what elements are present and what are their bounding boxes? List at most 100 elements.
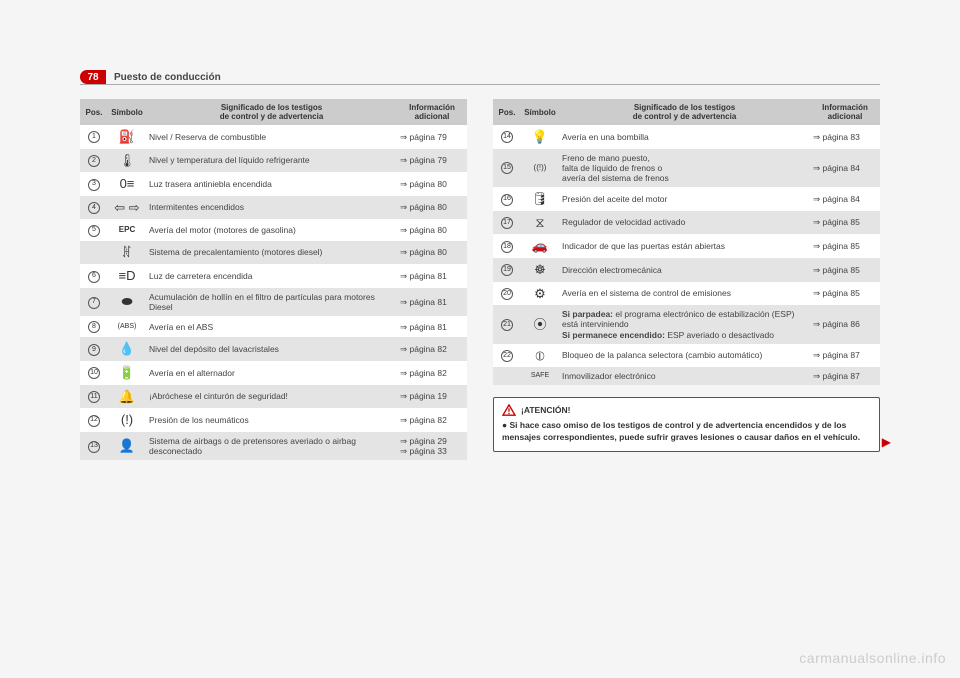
content-columns: Pos. Símbolo Significado de los testigos… (80, 99, 880, 460)
info-cell: ⇒ página 19 (397, 385, 467, 409)
info-cell: ⇒ página 84 (810, 187, 880, 211)
th-desc: Significado de los testigosde control y … (559, 99, 810, 125)
continuation-arrow-icon: ▶ (882, 435, 891, 449)
table-row: 14💡Avería en una bombilla⇒ página 83 (493, 125, 880, 149)
pos-cell: 16 (493, 187, 521, 211)
description-cell: Inmovilizador electrónico (559, 367, 810, 385)
symbol-cell: ⚙ (521, 282, 559, 306)
warning-lights-table-right: Pos. Símbolo Significado de los testigos… (493, 99, 880, 385)
pos-cell: 14 (493, 125, 521, 149)
description-cell: Indicador de que las puertas están abier… (559, 234, 810, 258)
description-cell: Dirección electromecánica (559, 258, 810, 282)
table-row: 12(!)Presión de los neumáticos⇒ página 8… (80, 408, 467, 432)
pos-cell: 4 (80, 196, 108, 220)
symbol-cell: ⦿ (521, 305, 559, 344)
description-cell: Presión de los neumáticos (146, 408, 397, 432)
pos-cell: 9 (80, 337, 108, 361)
description-cell: Avería en el ABS (146, 316, 397, 337)
table-row: 6≡DLuz de carretera encendida⇒ página 81 (80, 264, 467, 288)
pos-cell (493, 367, 521, 385)
pos-number: 11 (88, 391, 100, 403)
th-symbol: Símbolo (521, 99, 559, 125)
pos-cell: 21 (493, 305, 521, 344)
symbol-cell: ⧖ (521, 211, 559, 235)
description-cell: Avería en el alternador (146, 361, 397, 385)
pos-cell: 13 (80, 432, 108, 460)
warning-title-text: ¡ATENCIÓN! (521, 405, 570, 415)
pos-cell: 11 (80, 385, 108, 409)
pos-cell: 8 (80, 316, 108, 337)
info-cell: ⇒ página 87 (810, 367, 880, 385)
symbol-cell: ⦶ (521, 344, 559, 368)
pos-cell: 15 (493, 149, 521, 188)
description-cell: Sistema de airbags o de pretensores aver… (146, 432, 397, 460)
pos-number: 3 (88, 179, 100, 191)
table-row: 17⧖Regulador de velocidad activado⇒ pági… (493, 211, 880, 235)
table-row: 8(ABS)Avería en el ABS⇒ página 81 (80, 316, 467, 337)
table-row: 18🚗Indicador de que las puertas están ab… (493, 234, 880, 258)
symbol-cell: SAFE (521, 367, 559, 385)
symbol-cell: ꍩ (108, 241, 146, 265)
table-row: 22⦶Bloqueo de la palanca selectora (camb… (493, 344, 880, 368)
pos-cell: 10 (80, 361, 108, 385)
pos-number: 19 (501, 264, 513, 276)
pos-number: 20 (501, 288, 513, 300)
table-row: 5EPCAvería del motor (motores de gasolin… (80, 219, 467, 240)
description-cell: Avería en el sistema de control de emisi… (559, 282, 810, 306)
info-cell: ⇒ página 82 (397, 337, 467, 361)
table-row: 16 🛢Presión del aceite del motor⇒ página … (493, 187, 880, 211)
table-row: 20 ⚙Avería en el sistema de control de em… (493, 282, 880, 306)
pos-cell: 22 (493, 344, 521, 368)
symbol-cell: 🛢 (521, 187, 559, 211)
pos-cell: 19 (493, 258, 521, 282)
description-cell: Nivel y temperatura del líquido refriger… (146, 149, 397, 173)
table-row: 15((!))Freno de mano puesto,falta de líq… (493, 149, 880, 188)
table-row: 4⇦ ⇨Intermitentes encendidos⇒ página 80 (80, 196, 467, 220)
table-row: 9💧Nivel del depósito del lavacristales⇒ … (80, 337, 467, 361)
warning-body: ● Si hace caso omiso de los testigos de … (502, 420, 871, 442)
info-cell: ⇒ página 84 (810, 149, 880, 188)
pos-number: 1 (88, 131, 100, 143)
symbol-cell: 💧 (108, 337, 146, 361)
watermark: carmanualsonline.info (799, 650, 946, 666)
pos-cell: 1 (80, 125, 108, 149)
left-column: Pos. Símbolo Significado de los testigos… (80, 99, 467, 460)
symbol-cell: 🌡 (108, 149, 146, 173)
pos-number: 6 (88, 271, 100, 283)
info-cell: ⇒ página 86 (810, 305, 880, 344)
info-cell: ⇒ página 79 (397, 149, 467, 173)
table-row: SAFEInmovilizador electrónico⇒ página 87 (493, 367, 880, 385)
th-info: Informaciónadicional (397, 99, 467, 125)
description-cell: ¡Abróchese el cinturón de seguridad! (146, 385, 397, 409)
info-cell: ⇒ página 81 (397, 316, 467, 337)
description-cell: Regulador de velocidad activado (559, 211, 810, 235)
description-cell: Sistema de precalentamiento (motores die… (146, 241, 397, 265)
right-column: Pos. Símbolo Significado de los testigos… (493, 99, 880, 460)
pos-number: 8 (88, 321, 100, 333)
warning-box: ¡ATENCIÓN! ● Si hace caso omiso de los t… (493, 397, 880, 451)
pos-cell: 20 (493, 282, 521, 306)
description-cell: Avería del motor (motores de gasolina) (146, 219, 397, 240)
pos-cell: 2 (80, 149, 108, 173)
pos-number: 16 (501, 194, 513, 206)
info-cell: ⇒ página 82 (397, 408, 467, 432)
description-cell: Intermitentes encendidos (146, 196, 397, 220)
symbol-cell: ☸ (521, 258, 559, 282)
pos-number: 4 (88, 202, 100, 214)
section-title: Puesto de conducción (114, 72, 221, 83)
table-row: 2🌡Nivel y temperatura del líquido refrig… (80, 149, 467, 173)
table-row: 7⬬Acumulación de hollín en el filtro de … (80, 288, 467, 316)
pos-number: 17 (501, 217, 513, 229)
info-cell: ⇒ página 85 (810, 282, 880, 306)
symbol-cell: (!) (108, 408, 146, 432)
th-info: Informaciónadicional (810, 99, 880, 125)
warning-title-row: ¡ATENCIÓN! (502, 404, 871, 416)
info-cell: ⇒ página 80 (397, 172, 467, 196)
symbol-cell: 💡 (521, 125, 559, 149)
description-cell: Presión del aceite del motor (559, 187, 810, 211)
warning-triangle-icon (502, 404, 516, 416)
table-row: 10🔋Avería en el alternador⇒ página 82 (80, 361, 467, 385)
page-header: 78 Puesto de conducción (80, 70, 880, 85)
info-cell: ⇒ página 87 (810, 344, 880, 368)
symbol-cell: ⬬ (108, 288, 146, 316)
